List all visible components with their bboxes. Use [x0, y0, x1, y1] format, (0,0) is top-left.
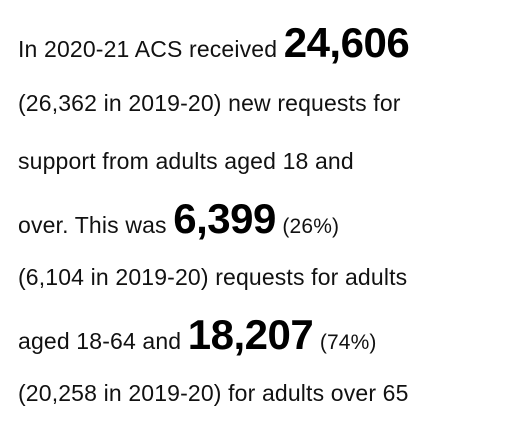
requests-65-plus-figure: 18,207: [187, 311, 314, 358]
intro-text: In 2020-21 ACS received: [18, 36, 284, 62]
total-requests-figure: 24,606: [283, 19, 410, 66]
text-line-6: aged 18-64 and 18,207 (74%): [18, 306, 518, 364]
text-line-2: (26,362 in 2019-20) new requests for: [18, 90, 401, 116]
text-line-1: In 2020-21 ACS received 24,606: [18, 12, 518, 74]
text-line-4: over. This was 6,399 (26%): [18, 190, 518, 248]
aged-text: aged 18-64 and: [18, 328, 188, 354]
statistics-paragraph: In 2020-21 ACS received 24,606 (26,362 i…: [18, 12, 518, 422]
text-line-5: (6,104 in 2019-20) requests for adults: [18, 264, 408, 290]
requests-18-64-figure: 6,399: [173, 195, 276, 242]
pct-65-plus: (74%): [319, 331, 377, 354]
text-line-7: (20,258 in 2019-20) for adults over 65: [18, 380, 409, 406]
this-was-text: over. This was: [18, 212, 174, 238]
text-line-3: support from adults aged 18 and: [18, 148, 354, 174]
pct-18-64: (26%): [282, 215, 340, 238]
